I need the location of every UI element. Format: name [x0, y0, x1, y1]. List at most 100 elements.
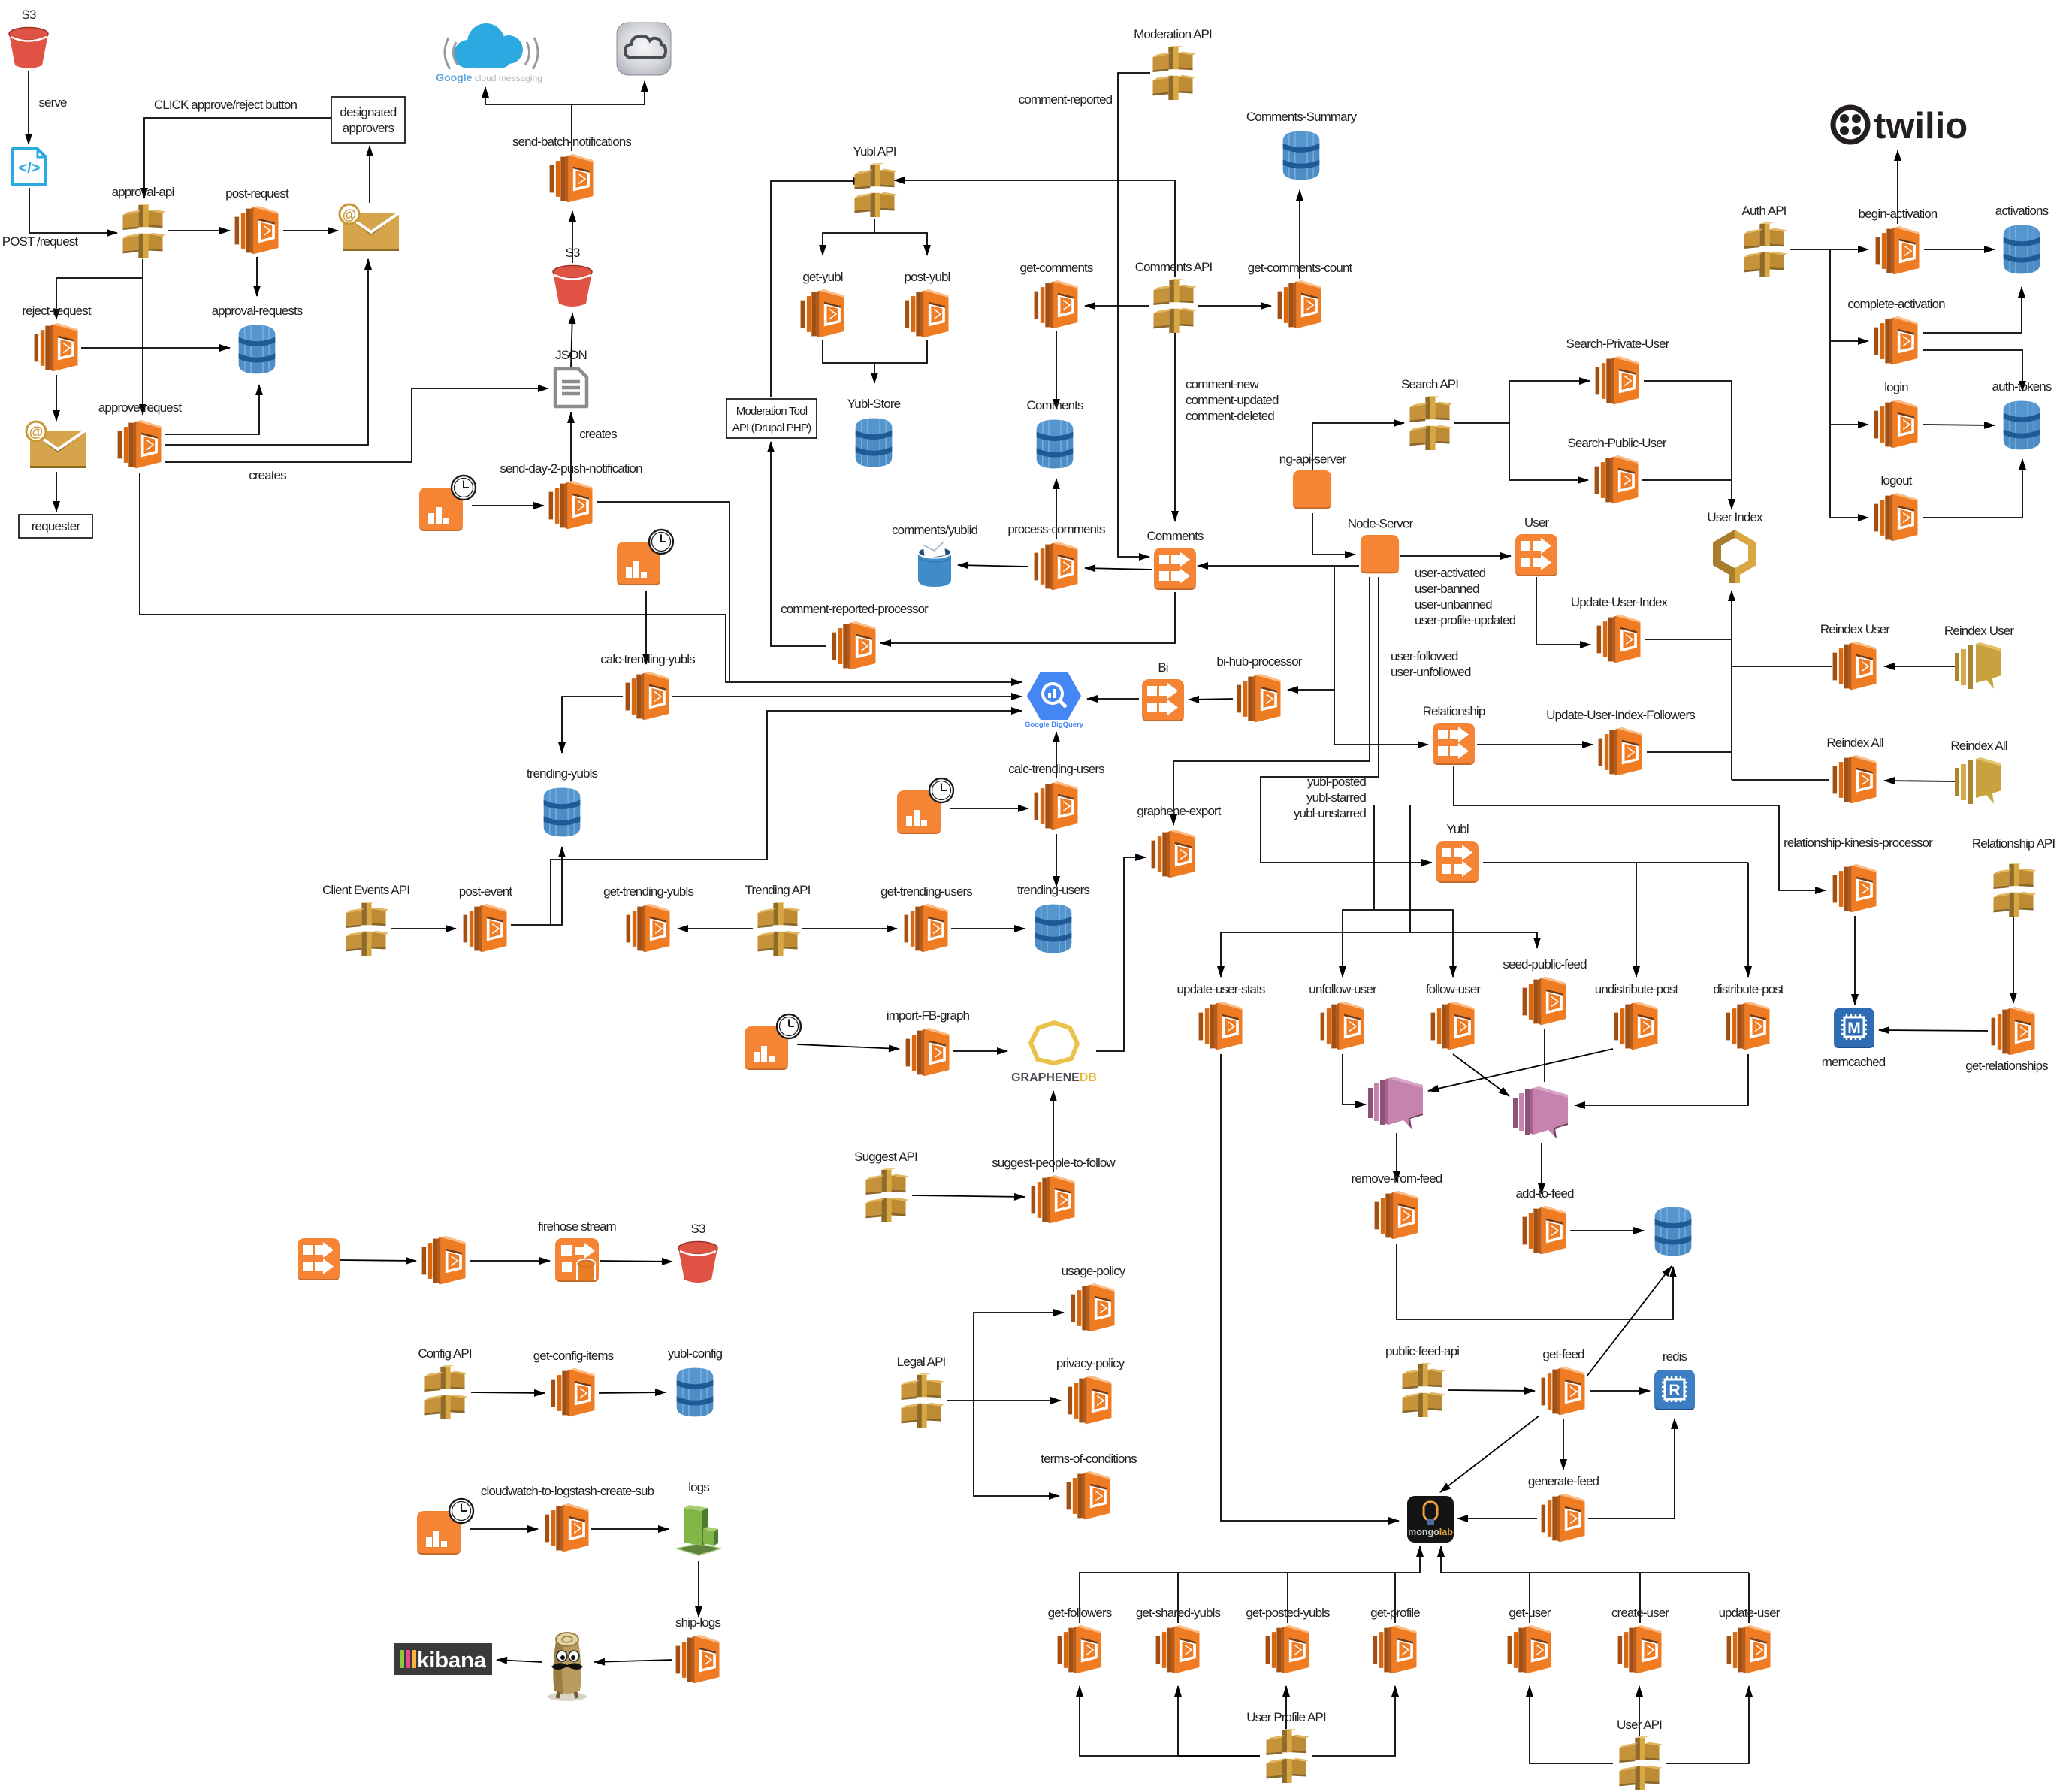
svg-text:comment-updated: comment-updated [1186, 393, 1279, 407]
svg-text:user-unbanned: user-unbanned [1415, 597, 1492, 612]
svg-text:Relationship: Relationship [1423, 704, 1485, 718]
svg-text:bi-hub-processor: bi-hub-processor [1216, 654, 1302, 669]
svg-text:auth-tokens: auth-tokens [1992, 379, 2052, 394]
svg-text:JSON: JSON [555, 348, 587, 362]
svg-text:calc-trending-users: calc-trending-users [1008, 762, 1104, 776]
svg-text:ship-logs: ship-logs [675, 1615, 720, 1630]
svg-text:Search-Public-User: Search-Public-User [1567, 436, 1666, 450]
svg-text:firehose stream: firehose stream [538, 1219, 616, 1234]
svg-text:yubl-starred: yubl-starred [1306, 790, 1366, 805]
svg-text:User Index: User Index [1707, 510, 1763, 524]
svg-text:Legal API: Legal API [897, 1355, 946, 1369]
svg-text:Search-Private-User: Search-Private-User [1566, 337, 1670, 351]
svg-text:trending-yubls: trending-yubls [527, 766, 598, 781]
svg-text:Update-User-Index-Followers: Update-User-Index-Followers [1546, 708, 1695, 722]
svg-text:get-feed: get-feed [1542, 1347, 1584, 1361]
svg-text:comment-reported-processor: comment-reported-processor [781, 602, 929, 616]
svg-text:get-comments-count: get-comments-count [1248, 261, 1353, 275]
svg-text:memcached: memcached [1822, 1055, 1886, 1069]
svg-text:get-shared-yubls: get-shared-yubls [1136, 1606, 1221, 1620]
svg-text:creates: creates [579, 427, 617, 441]
svg-text:send-batch-notifications: send-batch-notifications [512, 134, 631, 149]
svg-text:Moderation Tool: Moderation Tool [736, 405, 808, 418]
svg-text:comment-new: comment-new [1186, 377, 1259, 391]
svg-text:generate-feed: generate-feed [1528, 1474, 1599, 1488]
svg-text:Yubl: Yubl [1446, 822, 1469, 836]
svg-text:get-user: get-user [1509, 1606, 1551, 1620]
svg-text:login: login [1884, 380, 1908, 394]
svg-text:logout: logout [1881, 473, 1913, 488]
svg-text:Update-User-Index: Update-User-Index [1571, 595, 1669, 609]
svg-text:suggest-people-to-follow: suggest-people-to-follow [992, 1156, 1116, 1170]
svg-text:get-relationships: get-relationships [1965, 1059, 2048, 1073]
svg-text:user-activated: user-activated [1415, 566, 1486, 580]
svg-text:creates: creates [249, 468, 286, 482]
svg-text:CLICK approve/reject button: CLICK approve/reject button [154, 98, 298, 112]
svg-text:get-posted-yubls: get-posted-yubls [1246, 1606, 1330, 1620]
svg-text:user-profile-updated: user-profile-updated [1415, 613, 1516, 627]
svg-text:Suggest API: Suggest API [854, 1150, 917, 1164]
svg-text:Yubl API: Yubl API [853, 144, 896, 159]
svg-text:get-comments: get-comments [1020, 261, 1093, 275]
svg-text:terms-of-conditions: terms-of-conditions [1041, 1452, 1137, 1466]
svg-text:serve: serve [38, 95, 67, 110]
svg-text:get-yubl: get-yubl [802, 270, 842, 284]
svg-text:Auth API: Auth API [1742, 204, 1787, 218]
svg-text:yubl-posted: yubl-posted [1307, 775, 1366, 789]
svg-text:S3: S3 [566, 246, 580, 260]
svg-text:API (Drupal PHP): API (Drupal PHP) [732, 422, 812, 434]
svg-text:get-trending-yubls: get-trending-yubls [603, 884, 693, 899]
svg-text:yubl-unstarred: yubl-unstarred [1294, 806, 1367, 820]
svg-text:logs: logs [688, 1480, 709, 1494]
svg-text:cloudwatch-to-logstash-create-: cloudwatch-to-logstash-create-sub [481, 1484, 654, 1498]
svg-text:create-user: create-user [1611, 1606, 1669, 1620]
svg-text:comment-reported: comment-reported [1019, 92, 1113, 107]
svg-text:reject-request: reject-request [22, 304, 92, 318]
svg-text:import-FB-graph: import-FB-graph [887, 1008, 970, 1023]
svg-text:S3: S3 [22, 8, 36, 22]
svg-text:get-profile: get-profile [1370, 1606, 1420, 1620]
svg-text:Client Events API: Client Events API [322, 883, 409, 897]
svg-text:follow-user: follow-user [1426, 982, 1482, 996]
svg-text:comment-deleted: comment-deleted [1186, 409, 1274, 423]
svg-text:approvers: approvers [343, 121, 394, 135]
svg-text:requester: requester [32, 519, 81, 533]
svg-text:ng-api-server: ng-api-server [1279, 452, 1347, 467]
svg-text:S3: S3 [691, 1222, 705, 1236]
svg-text:send-day-2-push-notification: send-day-2-push-notification [500, 461, 642, 476]
svg-text:get-trending-users: get-trending-users [880, 884, 972, 899]
svg-text:POST /request: POST /request [2, 234, 79, 249]
svg-text:User: User [1524, 515, 1550, 530]
svg-text:Comments: Comments [1027, 398, 1083, 412]
svg-text:remove-from-feed: remove-from-feed [1352, 1171, 1442, 1186]
svg-text:complete-activation: complete-activation [1847, 297, 1945, 311]
svg-text:privacy-policy: privacy-policy [1056, 1356, 1125, 1370]
svg-text:user-followed: user-followed [1391, 649, 1458, 663]
svg-text:comments/yublid: comments/yublid [892, 523, 977, 537]
svg-text:undistribute-post: undistribute-post [1595, 982, 1679, 996]
svg-text:update-user-stats: update-user-stats [1177, 982, 1265, 996]
svg-text:Relationship API: Relationship API [1972, 836, 2055, 851]
svg-text:Bi: Bi [1158, 660, 1167, 675]
svg-text:public-feed-api: public-feed-api [1385, 1344, 1459, 1358]
svg-text:relationship-kinesis-processor: relationship-kinesis-processor [1784, 836, 1933, 850]
svg-text:update-user: update-user [1719, 1606, 1781, 1620]
svg-text:Comments API: Comments API [1135, 260, 1213, 274]
svg-text:User Profile API: User Profile API [1246, 1710, 1326, 1724]
svg-text:usage-policy: usage-policy [1062, 1264, 1126, 1278]
svg-text:user-banned: user-banned [1415, 582, 1479, 596]
svg-text:add-to-feed: add-to-feed [1515, 1186, 1573, 1201]
svg-text:Moderation API: Moderation API [1134, 27, 1212, 41]
svg-text:post-request: post-request [225, 186, 289, 201]
svg-text:Yubl-Store: Yubl-Store [847, 397, 901, 411]
svg-text:Reindex All: Reindex All [1826, 736, 1883, 750]
svg-text:Search API: Search API [1401, 377, 1458, 391]
svg-text:trending-users: trending-users [1017, 883, 1089, 897]
svg-text:process-comments: process-comments [1007, 522, 1105, 536]
svg-text:begin-activation: begin-activation [1859, 207, 1938, 221]
svg-text:graphene-export: graphene-export [1137, 804, 1221, 818]
svg-text:user-unfollowed: user-unfollowed [1391, 665, 1471, 679]
svg-text:post-event: post-event [459, 884, 513, 899]
svg-text:redis: redis [1663, 1349, 1687, 1364]
svg-text:get-config-items: get-config-items [533, 1349, 614, 1363]
